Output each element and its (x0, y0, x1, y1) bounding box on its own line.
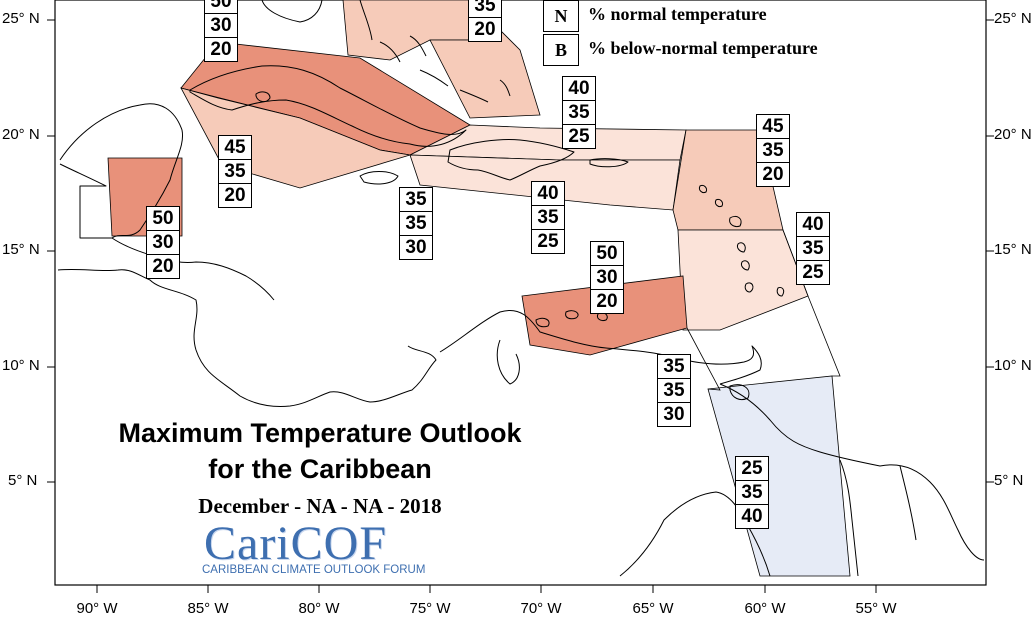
prob-normal: 35 (399, 211, 433, 236)
coastlines (57, 0, 985, 577)
prob-above: 45 (756, 114, 790, 139)
prob-normal: 35 (796, 236, 830, 261)
prob-above: 50 (204, 0, 238, 14)
lon-label-90w: 90° W (76, 600, 118, 617)
prob-below: 20 (468, 17, 502, 42)
prob-box-belize: 50 30 20 (146, 206, 180, 279)
lat-label-left-10: 10° N (2, 357, 40, 374)
prob-box-leeward: 45 35 20 (756, 114, 790, 187)
prob-below: 25 (796, 260, 830, 285)
cuba-coast (189, 65, 467, 147)
caricof-logo: CariCOF CARIBBEAN CLIMATE OUTLOOK FORUM (200, 514, 440, 584)
prob-above: 35 (657, 354, 691, 379)
prob-box-hispaniola-south: 40 35 25 (531, 181, 565, 254)
prob-above: 45 (218, 135, 252, 160)
lon-label-75w: 75° W (409, 600, 451, 617)
prob-above: 40 (531, 181, 565, 206)
lat-label-right-20: 20° N (994, 126, 1032, 143)
prob-box-trinidad: 35 35 30 (657, 354, 691, 427)
map-period: December - NA - NA - 2018 (198, 494, 442, 518)
prob-normal: 35 (562, 100, 596, 125)
prob-normal: 35 (735, 480, 769, 505)
prob-normal: 35 (531, 205, 565, 230)
map-title-line1: Maximum Temperature Outlook (118, 418, 522, 448)
lat-label-left-20: 20° N (2, 126, 40, 143)
lat-label-left-25: 25° N (2, 10, 40, 27)
prob-above: 50 (146, 206, 180, 231)
prob-below: 20 (146, 254, 180, 279)
lat-label-right-10: 10° N (994, 357, 1032, 374)
logo-wordmark: CariCOF (204, 517, 388, 570)
prob-box-hispaniola-north: 40 35 25 (562, 76, 596, 149)
prob-below: 30 (657, 402, 691, 427)
lat-label-left-15: 15° N (2, 241, 40, 258)
prob-box-abc: 50 30 20 (590, 241, 624, 314)
prob-below: 30 (399, 235, 433, 260)
hispaniola-coast (447, 139, 575, 181)
prob-below: 20 (218, 183, 252, 208)
lon-label-55w: 55° W (855, 600, 897, 617)
jamaica-coast (359, 171, 399, 185)
legend-text-normal: % normal temperature (588, 4, 767, 24)
prob-below: 25 (562, 124, 596, 149)
lat-label-right-15: 15° N (994, 241, 1032, 258)
guianas-coast (719, 383, 985, 561)
prob-above: 40 (562, 76, 596, 101)
florida-coast (261, 0, 323, 23)
prob-below: 20 (204, 37, 238, 62)
lat-label-left-5: 5° N (8, 472, 38, 489)
lon-label-60w: 60° W (744, 600, 786, 617)
central-america-coast (57, 268, 437, 407)
puerto-rico-coast (589, 158, 629, 168)
region-boundaries (686, 229, 841, 391)
logo-tagline: CARIBBEAN CLIMATE OUTLOOK FORUM (202, 564, 426, 576)
prob-above: 50 (590, 241, 624, 266)
legend-text-below: % below-normal temperature (588, 38, 818, 58)
lon-label-85w: 85° W (187, 600, 229, 617)
axis-ticks (47, 19, 994, 593)
prob-normal: 35 (218, 159, 252, 184)
prob-normal: 30 (146, 230, 180, 255)
prob-above: 40 (796, 212, 830, 237)
map-title-line2: for the Caribbean (208, 454, 432, 484)
lon-label-65w: 65° W (632, 600, 674, 617)
prob-below: 40 (735, 504, 769, 529)
prob-normal: 30 (590, 265, 624, 290)
prob-above: 25 (735, 456, 769, 481)
legend-key-normal: N (543, 0, 579, 32)
yucatan-coast (59, 103, 184, 239)
lat-label-right-5: 5° N (994, 472, 1024, 489)
prob-below: 25 (531, 229, 565, 254)
lon-label-80w: 80° W (298, 600, 340, 617)
legend-key-below: B (543, 34, 579, 66)
prob-box-cayman: 45 35 20 (218, 135, 252, 208)
prob-box-windward: 40 35 25 (796, 212, 830, 285)
prob-normal: 35 (657, 378, 691, 403)
prob-box-jamaica: 35 35 30 (399, 187, 433, 260)
prob-below: 20 (590, 289, 624, 314)
prob-box-bahamas-north: 50 30 20 (204, 0, 238, 62)
lon-label-70w: 70° W (520, 600, 562, 617)
lat-label-right-25: 25° N (994, 10, 1032, 27)
prob-box-bahamas-south: 35 20 (468, 0, 502, 42)
prob-normal: 30 (204, 13, 238, 38)
prob-box-guianas: 25 35 40 (735, 456, 769, 529)
prob-above: 35 (399, 187, 433, 212)
prob-below: 20 (756, 162, 790, 187)
prob-normal: 35 (756, 138, 790, 163)
region-abc (521, 275, 688, 356)
prob-normal: 35 (468, 0, 502, 18)
